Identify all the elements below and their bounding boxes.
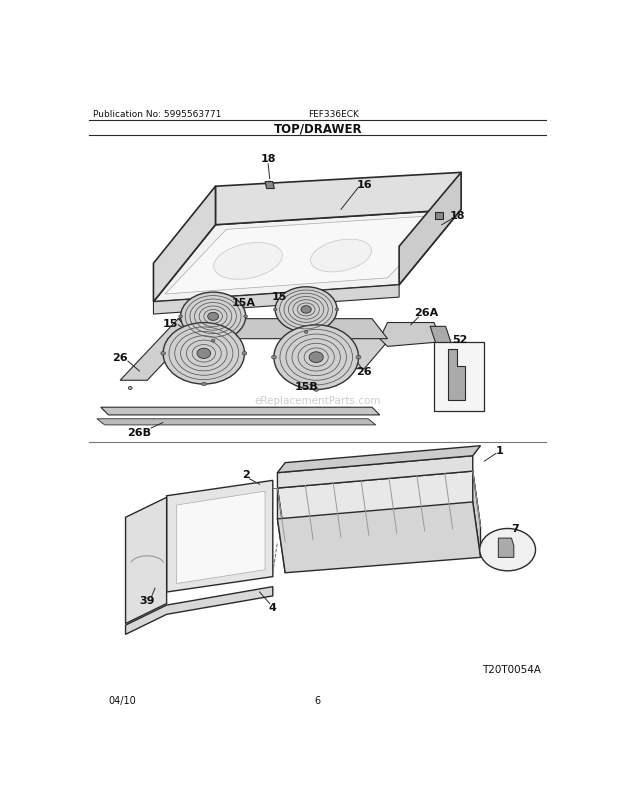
Ellipse shape (335, 309, 339, 311)
Text: 16: 16 (356, 180, 372, 190)
Ellipse shape (301, 306, 311, 314)
Ellipse shape (267, 182, 272, 186)
Polygon shape (125, 498, 167, 624)
Polygon shape (434, 342, 484, 411)
Ellipse shape (242, 352, 247, 355)
Polygon shape (278, 502, 480, 573)
Ellipse shape (356, 356, 361, 359)
Ellipse shape (436, 213, 441, 217)
Text: 26: 26 (112, 353, 128, 363)
Ellipse shape (309, 352, 323, 363)
Ellipse shape (273, 309, 277, 311)
Text: 39: 39 (140, 595, 155, 605)
Polygon shape (278, 472, 480, 542)
Ellipse shape (161, 352, 166, 355)
Ellipse shape (272, 356, 277, 359)
Text: 04/10: 04/10 (108, 695, 136, 705)
Polygon shape (498, 538, 514, 557)
Text: 2: 2 (242, 470, 250, 480)
Polygon shape (100, 407, 379, 415)
Text: 15: 15 (163, 318, 178, 328)
Text: FEF336ECK: FEF336ECK (308, 110, 359, 119)
Text: 52: 52 (453, 334, 468, 344)
Ellipse shape (128, 387, 132, 390)
Polygon shape (265, 182, 275, 189)
Ellipse shape (208, 313, 219, 321)
Text: 15B: 15B (294, 382, 318, 392)
Polygon shape (435, 213, 443, 220)
Ellipse shape (480, 529, 536, 571)
Polygon shape (97, 419, 376, 425)
Text: 18: 18 (260, 154, 276, 164)
Ellipse shape (311, 240, 371, 273)
Ellipse shape (211, 340, 215, 342)
Text: 26B: 26B (128, 427, 151, 437)
Polygon shape (278, 488, 285, 573)
Polygon shape (177, 492, 265, 584)
Polygon shape (379, 323, 441, 347)
Polygon shape (216, 173, 461, 225)
Polygon shape (317, 333, 396, 369)
Polygon shape (399, 173, 461, 286)
Ellipse shape (128, 371, 132, 375)
Polygon shape (153, 286, 399, 314)
Ellipse shape (163, 323, 244, 384)
Text: 7: 7 (512, 524, 520, 533)
Polygon shape (472, 472, 480, 557)
Ellipse shape (274, 326, 358, 390)
Text: 15: 15 (272, 291, 286, 302)
Text: eReplacementParts.com: eReplacementParts.com (254, 395, 381, 405)
Polygon shape (448, 350, 465, 400)
Text: 1: 1 (496, 445, 503, 455)
Ellipse shape (197, 349, 211, 359)
Polygon shape (120, 319, 205, 381)
Ellipse shape (214, 243, 282, 280)
Polygon shape (153, 210, 461, 302)
Ellipse shape (275, 287, 337, 333)
Ellipse shape (188, 326, 192, 329)
Polygon shape (278, 446, 480, 473)
Ellipse shape (304, 331, 308, 334)
Ellipse shape (180, 293, 246, 341)
Ellipse shape (278, 472, 284, 477)
Ellipse shape (188, 339, 192, 342)
Text: 15A: 15A (232, 298, 256, 307)
Polygon shape (278, 456, 472, 488)
Polygon shape (167, 480, 273, 592)
Text: 26A: 26A (414, 308, 438, 318)
Text: 4: 4 (269, 602, 277, 613)
Text: 6: 6 (315, 695, 321, 705)
Text: 26: 26 (356, 367, 372, 377)
Polygon shape (179, 319, 388, 339)
Polygon shape (165, 216, 448, 294)
Polygon shape (153, 187, 216, 302)
Polygon shape (125, 587, 273, 634)
Text: T20T0054A: T20T0054A (482, 664, 541, 674)
Ellipse shape (314, 388, 319, 392)
Text: Publication No: 5995563771: Publication No: 5995563771 (93, 110, 221, 119)
Text: TOP/DRAWER: TOP/DRAWER (273, 122, 362, 135)
Polygon shape (430, 327, 453, 350)
Ellipse shape (179, 315, 182, 318)
Ellipse shape (244, 315, 247, 318)
Text: 18: 18 (450, 210, 465, 221)
Ellipse shape (202, 383, 206, 387)
